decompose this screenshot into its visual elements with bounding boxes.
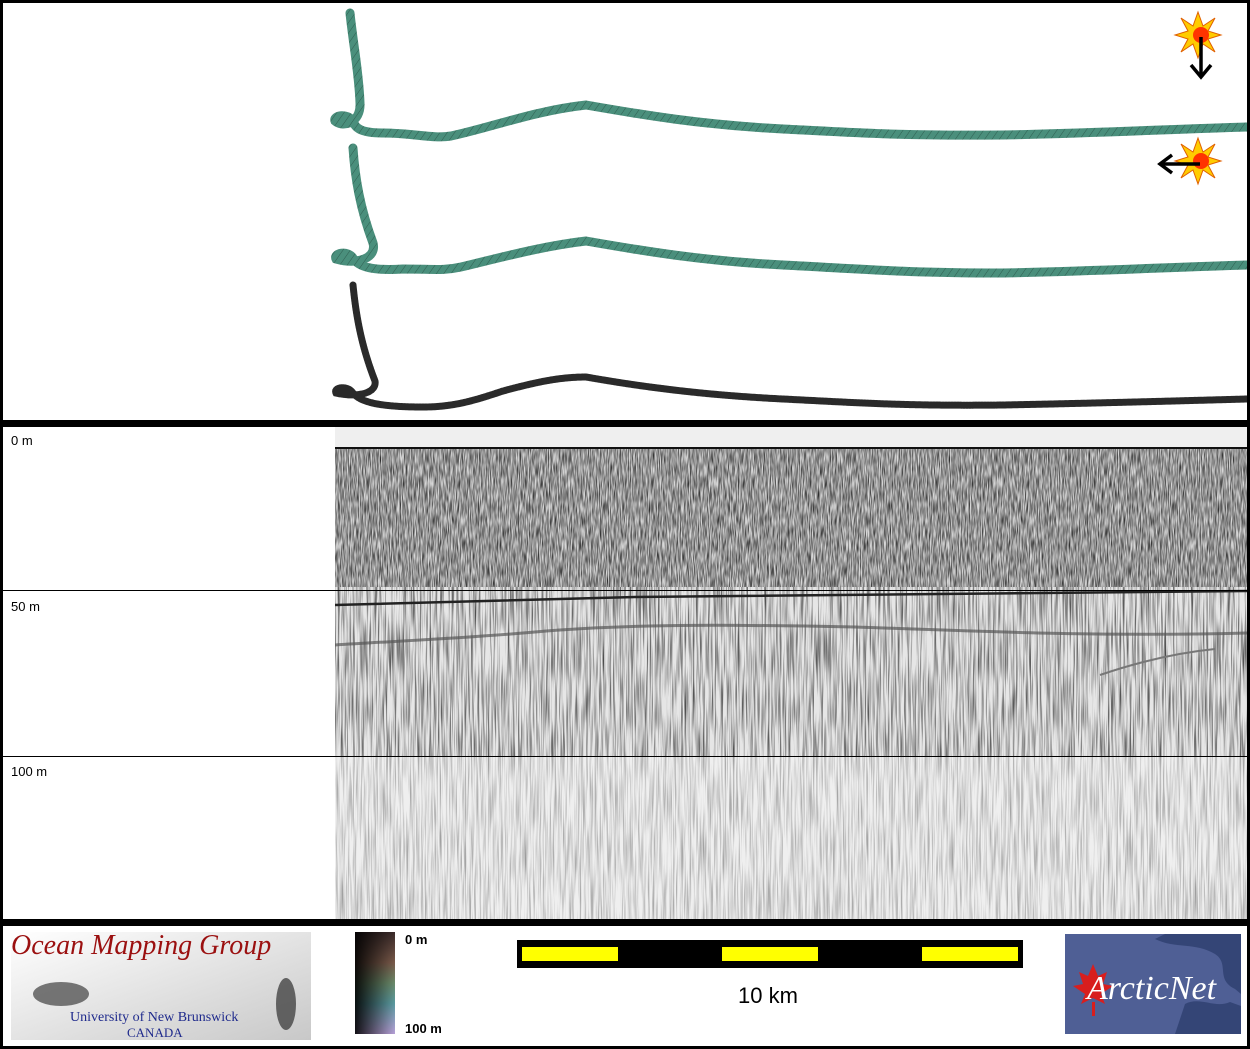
survey-track-a: [330, 8, 1247, 142]
depth-gridline-50: [3, 590, 1247, 591]
survey-track-b: [331, 143, 1247, 278]
depth-colorbar: [355, 932, 395, 1034]
colorbar-min-label: 0 m: [405, 932, 428, 947]
depth-label-100: 100 m: [11, 764, 48, 779]
sonar-profile-image: [335, 427, 1247, 919]
subbottom-reflector: [335, 623, 1247, 647]
arcticnet-wordmark: ArcticNet: [1087, 970, 1217, 1007]
colorbar-max-label: 100 m: [405, 1021, 442, 1036]
omg-country: CANADA: [127, 1025, 183, 1040]
depth-label-50: 50 m: [11, 599, 40, 614]
omg-title: Ocean Mapping Group: [11, 930, 272, 961]
scale-label: 10 km: [738, 983, 798, 1008]
sun-arrow-left-icon: [1157, 136, 1223, 186]
distance-scale-bar: [517, 940, 1023, 968]
track-map-panel: [3, 3, 1247, 420]
omg-subtitle: University of New Brunswick: [70, 1010, 239, 1025]
legend-footer: Ocean Mapping Group University of New Br…: [3, 926, 1247, 1046]
subbottom-profile-panel: 0 m 50 m 100 m: [3, 427, 1247, 919]
survey-track-c: [332, 281, 1247, 411]
depth-label-0: 0 m: [11, 433, 33, 448]
depth-gridline-100: [3, 756, 1247, 757]
sun-arrow-down-icon: [1173, 10, 1223, 80]
ocean-mapping-group-logo: [11, 932, 311, 1040]
seafloor-reflector: [335, 589, 1247, 607]
arcticnet-logo: [1065, 934, 1241, 1034]
ship-track-map: [330, 8, 1247, 411]
